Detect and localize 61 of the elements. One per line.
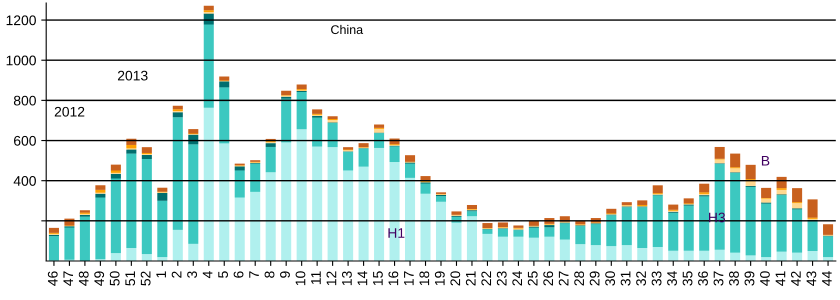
x-tick-label: 46 (48, 271, 58, 286)
x-tick-label: 17 (404, 271, 414, 286)
x-tick-label: 41 (776, 271, 786, 286)
x-tick-label: 39 (744, 271, 754, 286)
x-tick-label: 18 (419, 271, 430, 286)
annotation: 2012 (54, 106, 84, 117)
x-tick-label: 16 (388, 271, 398, 286)
x-tick-label: 38 (729, 271, 739, 286)
y-tick-label: 1000 (6, 56, 36, 66)
x-tick-label: 27 (558, 271, 568, 286)
x-tick-label: 33 (652, 271, 662, 286)
y-tick-label: 800 (14, 96, 36, 106)
x-tick-label: 32 (636, 271, 646, 286)
series-label: B (762, 156, 770, 166)
annotation: 2013 (118, 70, 148, 81)
x-tick-label: 3 (187, 271, 198, 278)
x-tick-label: 12 (326, 271, 336, 286)
x-tick-label: 1 (156, 271, 166, 278)
x-tick-label: 30 (605, 271, 616, 286)
y-tick-label: 600 (14, 136, 36, 146)
y-tick-label: 400 (14, 176, 36, 186)
x-tick-label: 35 (682, 271, 692, 286)
x-tick-label: 25 (528, 271, 538, 286)
x-tick-label: 48 (78, 271, 89, 286)
x-tick-label: 2 (172, 271, 182, 278)
x-tick-label: 24 (512, 271, 522, 286)
x-tick-label: 15 (373, 271, 383, 286)
x-tick-label: 50 (110, 271, 120, 286)
x-tick-label: 8 (264, 271, 274, 278)
x-tick-label: 43 (806, 271, 816, 286)
x-tick-label: 51 (125, 271, 136, 286)
x-tick-label: 10 (296, 271, 306, 286)
x-tick-label: 34 (667, 271, 677, 286)
x-tick-label: 42 (790, 271, 801, 286)
x-tick-label: 37 (714, 271, 724, 286)
x-tick-label: 52 (140, 271, 151, 286)
x-tick-label: 19 (434, 271, 445, 286)
x-tick-label: 49 (94, 271, 104, 286)
x-tick-label: 40 (760, 271, 770, 286)
x-tick-label: 47 (63, 271, 74, 286)
x-tick-label: 36 (698, 271, 708, 286)
x-tick-label: 22 (481, 271, 492, 286)
x-tick-label: 6 (234, 271, 244, 278)
y-tick-label: 1200 (6, 15, 36, 26)
x-tick-label: 4 (202, 271, 212, 278)
x-tick-label: 29 (590, 271, 600, 286)
x-tick-label: 31 (620, 271, 631, 286)
x-tick-label: 28 (574, 271, 584, 286)
x-tick-label: 26 (543, 271, 554, 286)
x-tick-label: 44 (822, 271, 832, 286)
x-tick-label: 9 (280, 271, 290, 278)
x-tick-label: 20 (450, 271, 460, 286)
x-tick-label: 14 (358, 271, 368, 286)
series-label: H1 (388, 228, 404, 238)
x-tick-label: 7 (249, 271, 259, 278)
text: China (331, 24, 364, 34)
x-tick-label: 13 (342, 271, 352, 286)
x-tick-label: 5 (218, 271, 228, 278)
x-tick-label: 21 (466, 271, 476, 286)
x-tick-label: 11 (311, 271, 321, 284)
x-tick-label: 23 (496, 271, 507, 286)
